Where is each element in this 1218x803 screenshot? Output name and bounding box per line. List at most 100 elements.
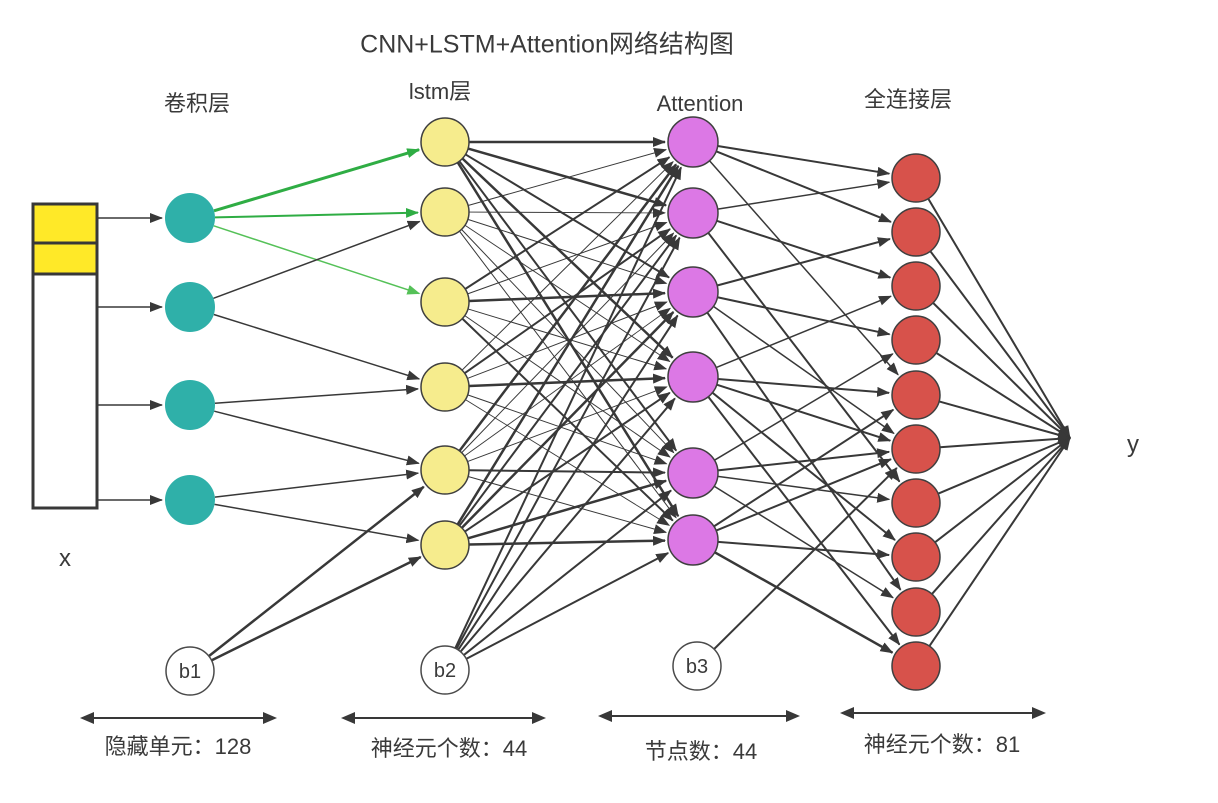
attention-to-fc-edge (715, 295, 892, 369)
lstm-to-attention-edge (464, 156, 671, 290)
conv-to-lstm-edge (214, 207, 420, 219)
attention-to-fc-edge (717, 179, 891, 210)
attention-to-fc-edge (711, 391, 896, 541)
annotation-lstm-neurons: 神经元个数：44 (370, 735, 528, 761)
attention-to-fc-edge (717, 475, 891, 503)
measure-arrow-right-head (532, 712, 546, 724)
fc-node (891, 315, 941, 365)
fc-node (891, 153, 941, 203)
lstm-to-attention-edge (468, 207, 667, 218)
measure-arrow-right-head (263, 712, 277, 724)
lstm-layer-label: lstm层 (408, 78, 472, 104)
conv-to-lstm-edge (214, 503, 420, 544)
attention-to-fc-edge (716, 237, 891, 287)
bias-node (420, 645, 470, 695)
fc-node (891, 207, 941, 257)
attention-node (667, 266, 719, 318)
lstm-to-attention-edge (467, 148, 668, 206)
attention-to-fc-edge (713, 408, 895, 528)
measure-arrow-left-head (598, 710, 612, 722)
lstm-to-attention-edge (458, 234, 678, 527)
attention-to-fc-edge (717, 296, 891, 337)
attention-layer-label: Attention (656, 90, 744, 116)
lstm-to-attention-edge (456, 164, 680, 526)
measure-arrow-left-head (840, 707, 854, 719)
lstm-node (420, 277, 470, 327)
lstm-node (420, 117, 470, 167)
bias-node (165, 646, 215, 696)
lstm-node (420, 520, 470, 570)
conv-to-lstm-edge (213, 148, 421, 213)
bias-node (672, 641, 722, 691)
attention-to-fc-edge (715, 458, 892, 532)
bias2-edge (457, 314, 679, 651)
lstm-to-attention-edge (467, 308, 668, 371)
bias1-edge (208, 485, 425, 658)
conv-to-lstm-edge (213, 220, 421, 299)
attention-node (667, 187, 719, 239)
lstm-to-attention-edge (461, 229, 675, 454)
attention-to-fc-edge (707, 232, 901, 483)
annotation-fc-neurons: 神经元个数：81 (863, 731, 1021, 757)
attention-node (667, 351, 719, 403)
measure-arrow-right-head (786, 710, 800, 722)
lstm-node (420, 445, 470, 495)
measure-arrow-left-head (341, 712, 355, 724)
fc-node (891, 478, 941, 528)
annotation-hidden-units: 隐藏单元：128 (104, 733, 252, 759)
lstm-to-attention-edge (461, 232, 675, 454)
lstm-to-attention-edge (459, 230, 677, 519)
lstm-to-attention-edge (464, 315, 671, 458)
conv-to-lstm-edge (214, 384, 420, 404)
lstm-to-attention-edge (468, 535, 667, 546)
conv-node (165, 475, 215, 525)
bias2-edge (454, 166, 683, 649)
conv-node (165, 380, 215, 430)
lstm-to-attention-edge (460, 311, 675, 529)
lstm-to-attention-edge (467, 218, 668, 285)
conv-node (165, 282, 215, 332)
attention-to-fc-edge (714, 353, 894, 461)
attention-to-fc-edge (714, 551, 894, 654)
attention-to-fc-edge (708, 160, 899, 376)
lstm-to-attention-edge (467, 479, 668, 540)
lstm-to-attention-edge (465, 153, 670, 279)
lstm-to-attention-edge (467, 476, 668, 534)
lstm-to-attention-edge (461, 160, 674, 371)
input-highlight-cell (31, 241, 99, 276)
bias2-edge (463, 489, 672, 656)
attention-to-fc-edge (713, 305, 895, 435)
attention-to-fc-edge (717, 378, 891, 397)
attention-node (667, 116, 719, 168)
fc-to-output-edge (928, 437, 1071, 647)
attention-to-fc-edge (716, 219, 892, 279)
measure-arrow-left-head (80, 712, 94, 724)
page-title: CNN+LSTM+Attention网络结构图 (360, 30, 734, 59)
lstm-node (420, 362, 470, 412)
attention-node (667, 447, 719, 499)
fc-to-output-edge (938, 400, 1071, 440)
bias-node-label: b2 (434, 660, 456, 682)
fc-to-output-edge (937, 437, 1071, 495)
lstm-to-attention-edge (467, 301, 668, 379)
fc-to-output-edge (935, 352, 1071, 439)
attention-to-fc-edge (717, 540, 891, 560)
bias2-edge (465, 552, 670, 660)
lstm-to-attention-edge (464, 228, 671, 375)
annotation-attention-nodes: 节点数：44 (644, 738, 758, 764)
lstm-to-attention-edge (464, 224, 671, 363)
input-highlight-cell (31, 202, 99, 245)
input-label: x (59, 544, 71, 572)
conv-to-lstm-edge (214, 469, 420, 498)
attention-node (667, 514, 719, 566)
lstm-to-attention-edge (464, 391, 671, 533)
bias2-edge (459, 397, 676, 653)
fc-to-output-edge (931, 437, 1071, 595)
fc-node (891, 641, 941, 691)
lstm-to-attention-edge (467, 394, 668, 465)
lstm-node (420, 187, 470, 237)
lstm-to-attention-edge (467, 386, 668, 463)
conv-to-lstm-edge (213, 313, 421, 381)
